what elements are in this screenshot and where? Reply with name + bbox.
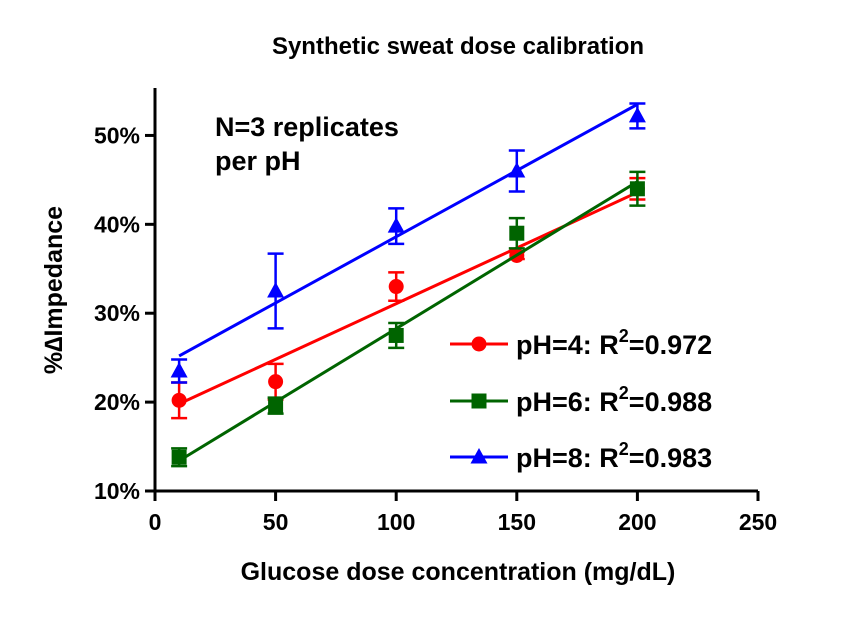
legend-item-triangle: pH=8: R2=0.983 [450,439,712,473]
x-tick-label: 0 [149,509,162,535]
x-tick-label: 250 [739,509,777,535]
data-point [170,362,188,378]
x-axis-label: Glucose dose concentration (mg/dL) [241,558,676,586]
data-point [629,181,645,197]
data-point [388,327,404,343]
legend-r-value: =0.972 [629,330,712,360]
y-tick-label: 10% [94,478,140,504]
legend-name: pH=4 [516,330,583,360]
plot-area [170,102,646,468]
legend-r-label: R [599,387,619,417]
legend-label: pH=4: R2=0.972 [516,326,712,360]
axes [153,88,758,493]
data-point [387,217,405,233]
legend-name: pH=6 [516,387,583,417]
annotation-line-2: per pH [215,146,301,176]
data-point [388,279,404,295]
series-circle [171,176,646,420]
y-tick-label: 40% [94,211,140,237]
legend-item-square: pH=6: R2=0.988 [450,383,712,417]
legend-separator: : [583,330,600,360]
x-tick-label: 200 [618,509,656,535]
y-ticks: 10% 20% 30% 40% 50% [94,122,155,504]
legend-r-value: =0.988 [629,387,712,417]
y-axis-label: %∆Impedance [40,206,68,374]
chart-title: Synthetic sweat dose calibration [272,33,644,60]
legend-r-superscript: 2 [619,326,629,346]
legend-label: pH=6: R2=0.988 [516,383,712,417]
y-tick-label: 50% [94,122,140,148]
legend-swatch-marker [470,448,488,464]
annotation-line-1: N=3 replicates [215,112,399,142]
legend-separator: : [583,443,600,473]
legend-separator: : [583,387,600,417]
legend-r-label: R [599,330,619,360]
x-tick-label: 100 [377,509,415,535]
fit-line [178,103,639,358]
legend-swatch-marker [471,336,487,352]
legend-swatch-marker [471,393,487,409]
legend-r-superscript: 2 [619,383,629,403]
data-point [628,106,646,123]
data-point [509,225,525,241]
fit-line [178,180,639,463]
legend-name: pH=8 [516,443,583,473]
series-triangle [170,102,646,384]
legend-r-value: =0.983 [629,443,712,473]
data-point [171,449,187,465]
legend-item-circle: pH=4: R2=0.972 [450,326,712,360]
data-point [171,392,187,408]
y-tick-label: 30% [94,300,140,326]
legend-label: pH=8: R2=0.983 [516,439,712,473]
y-tick-label: 20% [94,389,140,415]
series-square [171,170,646,468]
data-point [267,282,285,298]
data-point [508,162,526,178]
data-point [268,398,284,414]
legend-r-superscript: 2 [619,439,629,459]
data-point [268,374,284,390]
x-tick-label: 150 [498,509,536,535]
x-ticks: 0 50 100 150 200 250 [149,491,777,535]
x-tick-label: 50 [263,509,289,535]
legend-r-label: R [599,443,619,473]
